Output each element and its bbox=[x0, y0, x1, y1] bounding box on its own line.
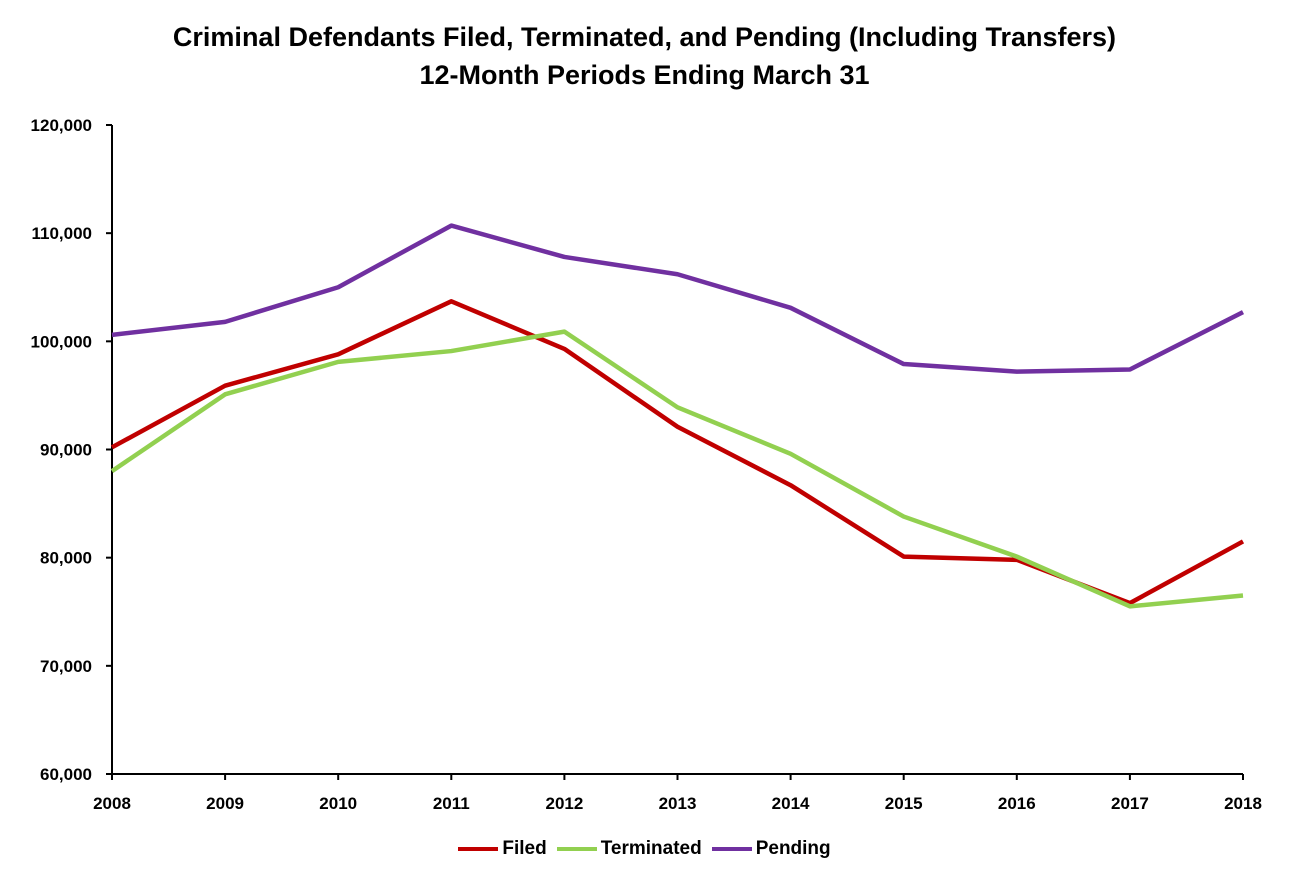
y-tick-label: 90,000 bbox=[40, 441, 92, 460]
x-tick-label: 2014 bbox=[772, 794, 810, 813]
legend-label: Filed bbox=[502, 838, 547, 859]
legend-item-pending: Pending bbox=[711, 838, 831, 860]
series-line-filed bbox=[110, 299, 1245, 606]
legend-label: Pending bbox=[755, 838, 831, 859]
x-tick-label: 2012 bbox=[545, 794, 583, 813]
x-tick-label: 2016 bbox=[998, 794, 1036, 813]
y-tick-label: 60,000 bbox=[40, 765, 92, 784]
x-tick-label: 2017 bbox=[1111, 794, 1149, 813]
y-tick-label: 100,000 bbox=[31, 332, 92, 351]
x-tick-label: 2013 bbox=[659, 794, 697, 813]
series-line-pending bbox=[111, 223, 1245, 374]
x-tick-label: 2010 bbox=[319, 794, 357, 813]
legend-label: Terminated bbox=[600, 838, 702, 859]
series-line-terminated bbox=[110, 329, 1244, 609]
legend-swatch bbox=[458, 847, 499, 851]
x-tick-label: 2009 bbox=[206, 794, 244, 813]
legend-item-filed: Filed bbox=[458, 838, 547, 860]
x-tick-label: 2011 bbox=[433, 794, 470, 813]
y-tick-label: 70,000 bbox=[40, 657, 92, 676]
x-tick-label: 2015 bbox=[885, 794, 923, 813]
chart-title: Criminal Defendants Filed, Terminated, a… bbox=[172, 22, 1117, 52]
legend-swatch bbox=[556, 847, 597, 851]
x-tick-label: 2008 bbox=[93, 794, 131, 813]
legend: Filed Terminated Pending bbox=[0, 838, 1289, 860]
legend-swatch bbox=[711, 847, 752, 851]
y-tick-label: 80,000 bbox=[40, 549, 92, 568]
y-tick-label: 110,000 bbox=[31, 224, 92, 243]
legend-item-terminated: Terminated bbox=[556, 838, 702, 860]
chart-subtitle: 12-Month Periods Ending March 31 bbox=[419, 60, 870, 90]
x-tick-label: 2018 bbox=[1224, 794, 1262, 813]
y-tick-label: 120,000 bbox=[31, 116, 92, 135]
